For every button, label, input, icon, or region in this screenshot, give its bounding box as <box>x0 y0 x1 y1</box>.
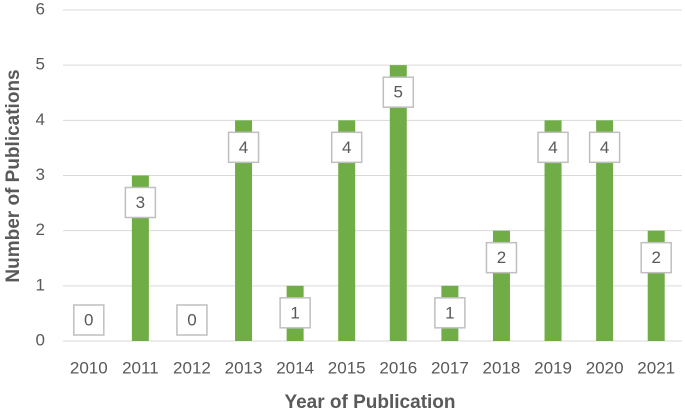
bar <box>596 120 614 341</box>
x-tick-label: 2018 <box>483 358 521 377</box>
x-tick-label: 2012 <box>173 358 211 377</box>
x-tick-label: 2013 <box>225 358 263 377</box>
x-tick-label: 2014 <box>276 358 314 377</box>
y-tick-label: 5 <box>36 55 45 74</box>
y-tick-label: 1 <box>36 275 45 294</box>
data-label: 4 <box>600 138 609 157</box>
data-label: 0 <box>84 310 93 329</box>
x-tick-label: 2020 <box>586 358 624 377</box>
x-tick-label: 2021 <box>637 358 675 377</box>
data-label: 2 <box>651 248 660 267</box>
x-tick-label: 2011 <box>122 358 159 377</box>
x-tick-label: 2017 <box>431 358 469 377</box>
data-label: 0 <box>187 310 196 329</box>
data-label-box <box>382 76 415 108</box>
data-label-box <box>227 131 260 164</box>
bar <box>235 120 253 341</box>
data-label-box <box>279 297 311 329</box>
data-label-box <box>485 241 518 274</box>
data-label-box <box>537 131 569 164</box>
data-label-box <box>434 297 466 329</box>
bar <box>544 120 562 341</box>
data-label-box <box>73 304 105 336</box>
x-tick-label: 2019 <box>534 358 572 377</box>
x-tick-label: 2015 <box>328 358 366 377</box>
data-label: 1 <box>290 303 299 322</box>
y-tick-label: 3 <box>36 165 45 184</box>
data-label: 3 <box>136 193 145 212</box>
bar <box>338 120 356 341</box>
x-tick-label: 2010 <box>70 358 108 377</box>
data-label: 5 <box>394 83 403 102</box>
data-label: 4 <box>239 138 248 157</box>
x-tick-label: 2016 <box>379 358 417 377</box>
data-label-box <box>124 186 157 219</box>
x-axis-title: Year of Publication <box>284 392 455 413</box>
data-label-box <box>640 241 672 274</box>
data-label-box <box>588 131 621 164</box>
y-tick-label: 6 <box>36 0 45 18</box>
data-label-box <box>330 131 363 164</box>
data-label: 4 <box>548 138 557 157</box>
data-label: 2 <box>497 248 506 267</box>
bar <box>389 65 407 342</box>
y-tick-label: 4 <box>36 110 45 129</box>
data-label-box <box>176 304 208 336</box>
data-label: 4 <box>342 138 351 157</box>
data-label: 1 <box>445 303 454 322</box>
y-tick-label: 2 <box>36 220 45 239</box>
y-tick-label: 0 <box>36 330 45 349</box>
y-axis-title: Number of Publications <box>3 69 24 282</box>
